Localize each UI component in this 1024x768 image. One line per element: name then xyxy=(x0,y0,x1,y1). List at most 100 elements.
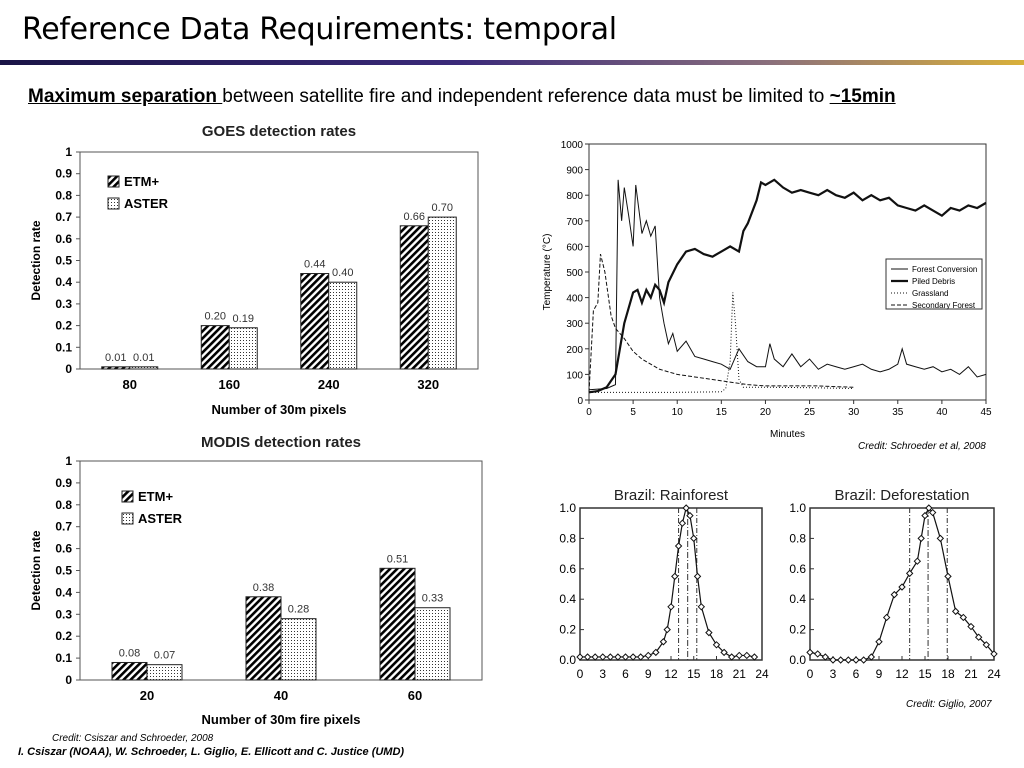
temperature-xlabel: Minutes xyxy=(770,429,805,440)
modis-legend-swatch xyxy=(121,512,134,525)
rainforest-data-point xyxy=(705,628,713,637)
goes-ytick-label: 0.1 xyxy=(55,340,72,354)
modis-ytick-label: 0 xyxy=(65,673,72,687)
temperature-xtick-label: 40 xyxy=(936,407,948,418)
goes-legend-swatch xyxy=(107,197,120,210)
deforestation-data-point xyxy=(982,641,991,649)
temperature-xtick-label: 25 xyxy=(804,407,816,418)
rainforest-data-point xyxy=(693,572,702,581)
rainforest-data-point xyxy=(686,511,694,520)
modis-data-label: 0.51 xyxy=(387,553,408,565)
rainforest-xtick-label: 3 xyxy=(599,667,606,681)
goes-xlabel: Number of 30m pixels xyxy=(211,402,346,417)
rainforest-title: Brazil: Rainforest xyxy=(614,487,729,504)
rainforest-xtick-label: 12 xyxy=(664,667,678,681)
deforestation-data-point xyxy=(806,648,814,657)
goes-data-label: 0.01 xyxy=(133,352,154,364)
deforestation-ytick-label: 0.8 xyxy=(789,531,806,545)
rainforest-data-point xyxy=(576,653,584,661)
rainforest-data-point xyxy=(667,603,675,611)
modis-bar-etm xyxy=(379,567,416,681)
rainforest-ytick-label: 0.4 xyxy=(559,592,576,606)
deforestation-data-point xyxy=(990,650,998,658)
temperature-ytick-label: 0 xyxy=(577,396,583,407)
modis-ytick-label: 0.1 xyxy=(55,651,72,665)
modis-category-label: 40 xyxy=(274,688,288,703)
author-line: I. Csiszar (NOAA), W. Schroeder, L. Gigl… xyxy=(18,746,405,758)
temperature-legend-label: Grassland xyxy=(912,289,948,298)
rainforest-data-point xyxy=(599,653,607,661)
modis-ytick-label: 0.5 xyxy=(55,564,72,578)
rainforest-data-point xyxy=(606,653,615,661)
modis-title: MODIS detection rates xyxy=(201,434,361,451)
deforestation-data-point xyxy=(967,622,975,631)
goes-ytick-label: 1 xyxy=(65,145,72,159)
modis-ylabel: Detection rate xyxy=(29,530,43,610)
temperature-ytick-label: 600 xyxy=(566,242,583,253)
modis-ytick-label: 0.2 xyxy=(55,629,72,643)
goes-data-label: 0.44 xyxy=(304,259,325,271)
goes-bar-etm xyxy=(101,366,131,370)
subtitle-text: between satellite fire and independent r… xyxy=(222,86,830,107)
goes-ytick-label: 0.4 xyxy=(55,275,72,289)
deforestation-xtick-label: 15 xyxy=(918,667,932,681)
rainforest-xtick-label: 15 xyxy=(687,667,701,681)
goes-category-label: 320 xyxy=(417,377,439,392)
modis-bar-aster xyxy=(146,664,183,681)
modis-data-label: 0.08 xyxy=(119,647,140,659)
rainforest-data-point xyxy=(712,641,721,649)
goes-data-label: 0.19 xyxy=(233,313,254,325)
slide-subtitle: Maximum separation between satellite fir… xyxy=(28,86,896,108)
deforestation-data-point xyxy=(913,557,922,565)
rainforest-ytick-label: 0.2 xyxy=(559,623,576,637)
rainforest-chart: Brazil: Rainforest 0 3 6 9 12 15 18 21 24 0.0 0.2 0.… xyxy=(559,487,769,681)
rainforest-ytick-label: 0.6 xyxy=(559,562,576,576)
deforestation-data-point xyxy=(944,572,952,581)
modis-legend-swatch xyxy=(121,490,134,503)
goes-ytick-label: 0 xyxy=(65,362,72,376)
goes-title: GOES detection rates xyxy=(202,123,356,140)
temperature-legend-box xyxy=(885,258,983,310)
deforestation-data-point xyxy=(821,653,830,661)
modis-category-label: 60 xyxy=(408,688,422,703)
rainforest-xtick-label: 21 xyxy=(733,667,747,681)
temperature-ytick-label: 1000 xyxy=(561,140,584,151)
temperature-legend-label: Forest Conversion xyxy=(912,265,977,274)
rainforest-plot-area xyxy=(579,507,763,661)
temperature-ytick-label: 400 xyxy=(566,294,583,305)
goes-ytick-label: 0.6 xyxy=(55,232,72,246)
temperature-xtick-label: 0 xyxy=(586,407,592,418)
temperature-xtick-label: 45 xyxy=(980,407,992,418)
deforestation-data-point xyxy=(875,638,883,646)
temperature-ytick-label: 900 xyxy=(566,166,583,177)
rainforest-data-point xyxy=(659,638,668,646)
deforestation-xtick-label: 21 xyxy=(964,667,978,681)
deforestation-xtick-label: 24 xyxy=(987,667,1001,681)
modis-bar-etm xyxy=(111,661,148,681)
deforestation-data-point xyxy=(917,534,925,543)
goes-data-label: 0.20 xyxy=(205,311,226,323)
modis-bar-aster xyxy=(280,618,317,681)
goes-ytick-label: 0.9 xyxy=(55,167,72,181)
deforestation-data-point xyxy=(959,613,968,622)
deforestation-data-point xyxy=(829,656,837,664)
temperature-ytick-label: 100 xyxy=(566,370,583,381)
deforestation-data-point xyxy=(882,613,891,622)
credit-schroeder: Credit: Schroeder et al, 2008 xyxy=(858,441,986,452)
temperature-xtick-label: 5 xyxy=(630,407,636,418)
rainforest-data-point xyxy=(697,603,706,611)
temperature-ylabel: Temperature (°C) xyxy=(542,234,553,311)
modis-ytick-label: 0.6 xyxy=(55,542,72,556)
modis-legend-label: ASTER xyxy=(138,511,183,526)
rainforest-data-point xyxy=(636,653,645,661)
deforestation-ytick-label: 1.0 xyxy=(789,501,806,515)
temperature-series-line xyxy=(589,292,854,393)
rainforest-data-point xyxy=(621,653,630,661)
deforestation-chart: Brazil: Deforestation 0 3 6 9 12 15 18 21 24 0.0 0.… xyxy=(789,487,1001,681)
modis-data-label: 0.38 xyxy=(253,582,274,594)
rainforest-data-point xyxy=(727,653,736,661)
modis-data-label: 0.28 xyxy=(288,604,309,616)
deforestation-xtick-label: 3 xyxy=(830,667,837,681)
modis-ytick-label: 1 xyxy=(65,454,72,468)
modis-ytick-label: 0.3 xyxy=(55,607,72,621)
